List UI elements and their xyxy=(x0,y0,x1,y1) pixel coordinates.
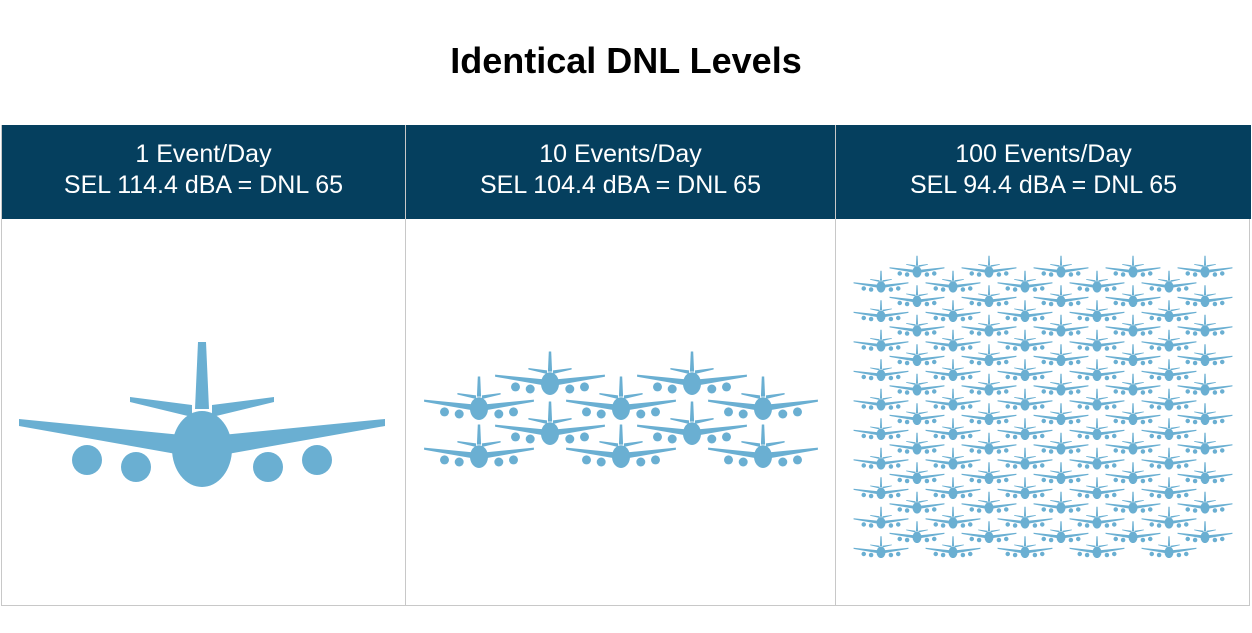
events-label: 100 Events/Day xyxy=(955,140,1132,168)
column-1-event: 1 Event/Day SEL 114.4 dBA = DNL 65 xyxy=(2,125,405,606)
page-title: Identical DNL Levels xyxy=(450,40,802,81)
level-label: SEL 114.4 dBA = DNL 65 xyxy=(63,171,344,199)
airplane-icon xyxy=(961,255,1017,278)
airplane-icon xyxy=(637,351,747,395)
level-label: SEL 104.4 dBA = DNL 65 xyxy=(480,171,761,199)
airplane-panel-1 xyxy=(19,342,385,487)
column-header: 100 Events/Day SEL 94.4 dBA = DNL 65 xyxy=(836,139,1251,201)
airplane-icon xyxy=(495,351,605,395)
level-label: SEL 94.4 dBA = DNL 65 xyxy=(909,171,1178,199)
comparison-table: 1 Event/Day SEL 114.4 dBA = DNL 65 10 Ev… xyxy=(1,125,1251,606)
events-label: 10 Events/Day xyxy=(539,140,702,168)
airplane-icon xyxy=(19,342,385,487)
events-label: 1 Event/Day xyxy=(135,140,272,168)
column-100-events: 100 Events/Day SEL 94.4 dBA = DNL 65 xyxy=(835,125,1251,606)
column-header: 1 Event/Day SEL 114.4 dBA = DNL 65 xyxy=(2,139,405,201)
airplane-icon xyxy=(708,424,818,468)
airplane-icon xyxy=(889,255,945,278)
airplane-icon xyxy=(424,424,534,468)
airplane-icon xyxy=(1105,255,1161,278)
airplane-icon xyxy=(1177,255,1233,278)
column-header: 10 Events/Day SEL 104.4 dBA = DNL 65 xyxy=(406,139,835,201)
table-header xyxy=(2,125,1251,219)
airplane-panel-100 xyxy=(853,255,1233,558)
airplane-icon xyxy=(566,424,676,468)
airplane-panel-10 xyxy=(424,351,818,468)
airplane-icon xyxy=(1033,255,1089,278)
column-10-events: 10 Events/Day SEL 104.4 dBA = DNL 65 xyxy=(405,125,835,606)
